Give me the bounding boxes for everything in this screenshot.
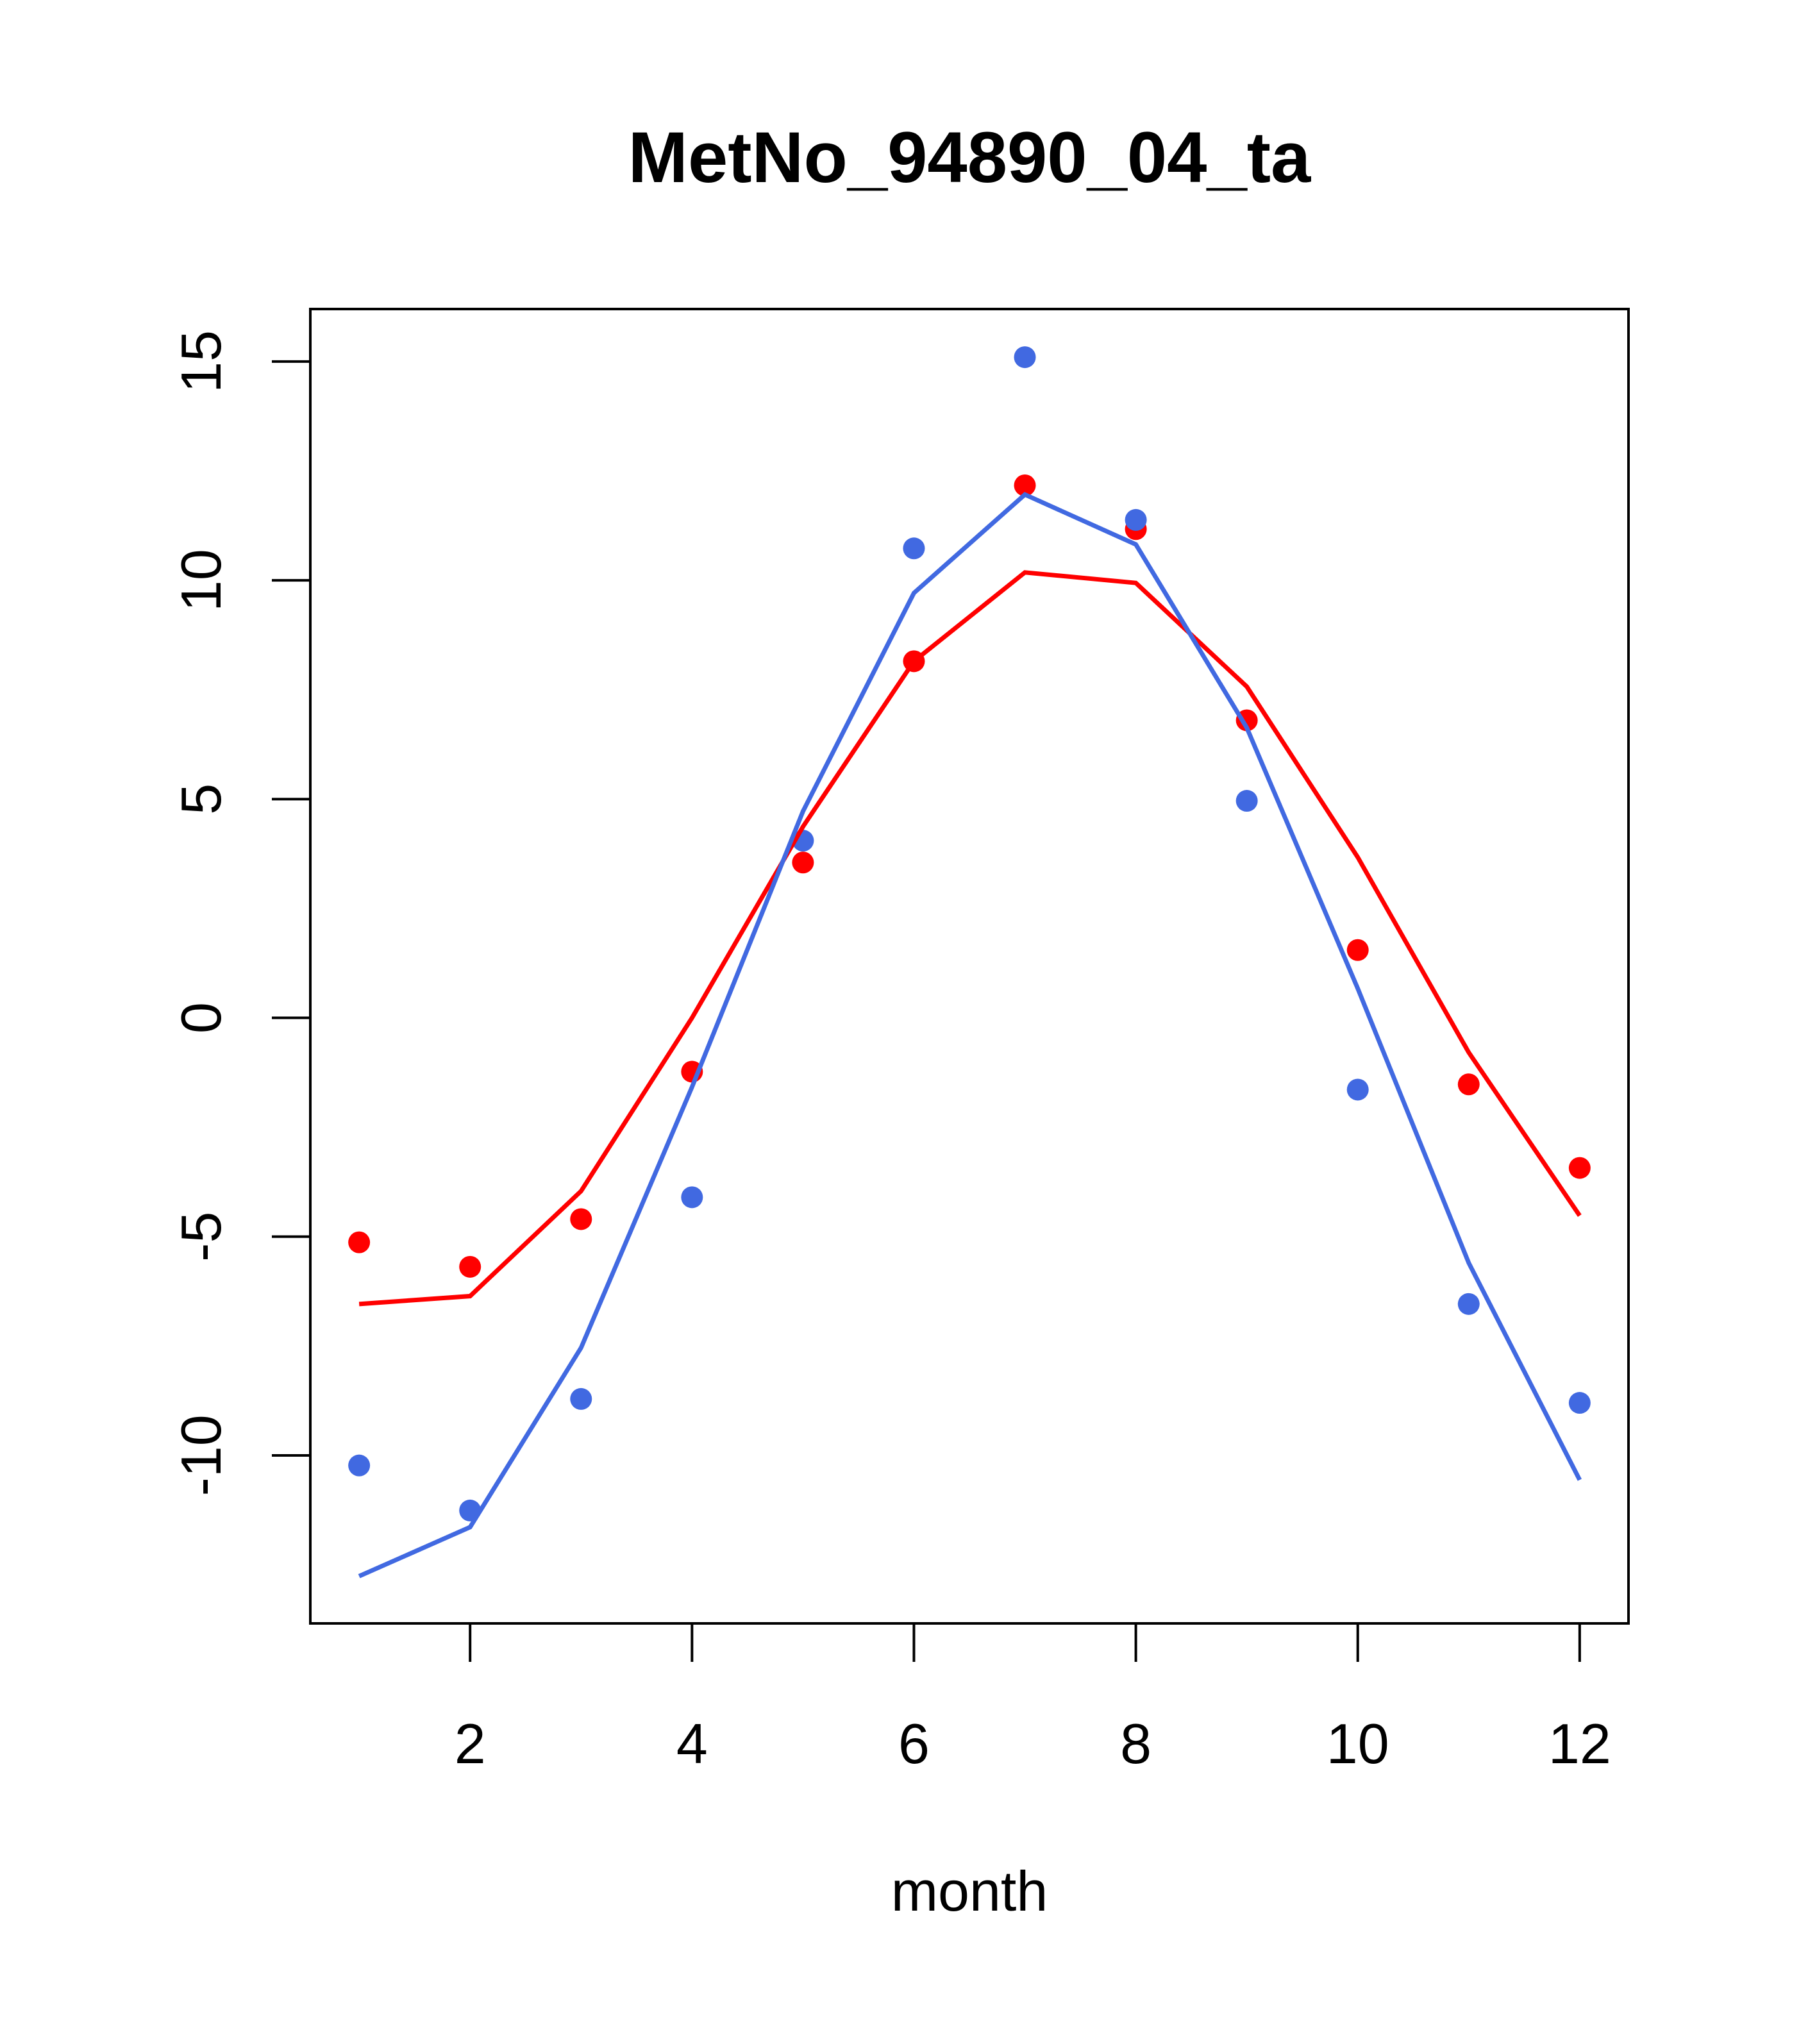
y-tick-label: 5: [169, 783, 233, 815]
x-tick-label: 6: [898, 1712, 930, 1775]
blue-points-point: [348, 1454, 371, 1477]
y-tick-label: -10: [169, 1414, 233, 1496]
blue-points-point: [903, 537, 925, 560]
plot-box: [309, 308, 1630, 1625]
red-points-point: [1457, 1073, 1480, 1096]
red-points-point: [1346, 939, 1369, 961]
red-points-point: [1014, 474, 1036, 497]
red-points-point: [792, 851, 814, 874]
blue-points-point: [1568, 1392, 1591, 1414]
blue-points-point: [1125, 508, 1147, 531]
red-points-point: [348, 1231, 371, 1253]
red-points-point: [459, 1255, 481, 1278]
red-line-series: [358, 570, 1582, 1307]
x-tick-label: 8: [1120, 1712, 1151, 1775]
blue-points-point: [1457, 1293, 1480, 1315]
blue-points-point: [681, 1186, 703, 1209]
y-tick-label: 10: [169, 549, 233, 612]
x-tick-label: 12: [1548, 1712, 1611, 1775]
y-tick-label: 15: [169, 330, 233, 393]
x-tick-label: 10: [1327, 1712, 1389, 1775]
blue-points-point: [1014, 346, 1036, 369]
chart-title: MetNo_94890_04_ta: [628, 117, 1311, 197]
x-axis-label: month: [891, 1859, 1048, 1923]
x-tick-label: 4: [676, 1712, 708, 1775]
blue-points-point: [570, 1387, 592, 1410]
blue-line-series: [358, 492, 1582, 1579]
blue-points-point: [1235, 790, 1258, 812]
x-tick-label: 2: [455, 1712, 486, 1775]
blue-points-point: [1346, 1078, 1369, 1101]
red-points-point: [570, 1208, 592, 1230]
y-tick-label: 0: [169, 1002, 233, 1034]
red-points-point: [1568, 1157, 1591, 1179]
y-tick-label: -5: [169, 1212, 233, 1262]
